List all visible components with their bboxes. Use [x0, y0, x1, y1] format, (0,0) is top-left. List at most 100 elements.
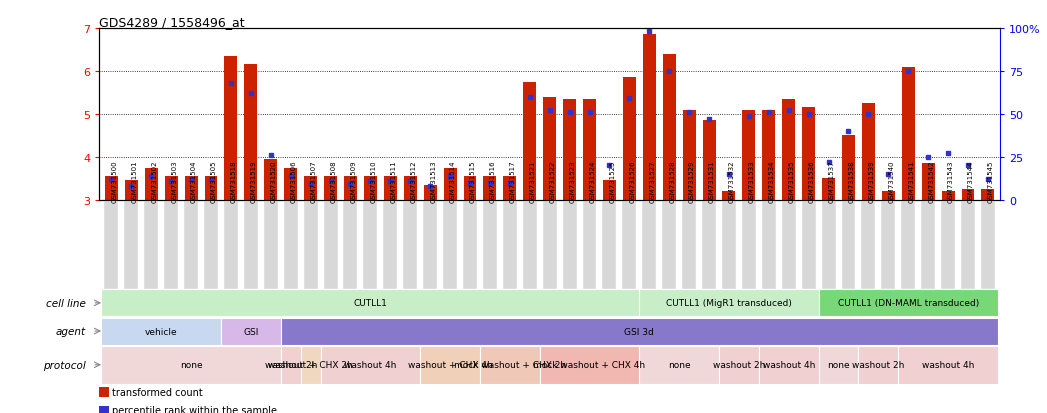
Bar — [244, 200, 258, 289]
Bar — [480, 346, 539, 384]
Bar — [99, 406, 109, 413]
Bar — [125, 200, 138, 289]
Text: GSM731509: GSM731509 — [351, 160, 356, 203]
Text: GSI 3d: GSI 3d — [624, 327, 654, 336]
Text: cell line: cell line — [46, 298, 86, 308]
Bar — [522, 200, 537, 289]
Bar — [383, 200, 397, 289]
Text: GSM731516: GSM731516 — [490, 160, 496, 203]
Text: mock washout + CHX 2h: mock washout + CHX 2h — [453, 361, 565, 369]
Bar — [981, 190, 995, 200]
Bar — [703, 121, 715, 200]
Text: GSM731535: GSM731535 — [788, 161, 795, 203]
Text: GSM731508: GSM731508 — [331, 160, 336, 203]
Bar — [603, 181, 616, 200]
Bar — [504, 177, 516, 200]
Text: GSM731525: GSM731525 — [609, 161, 616, 203]
Bar — [583, 100, 596, 200]
Bar — [722, 192, 735, 200]
Text: washout 2h: washout 2h — [265, 361, 317, 369]
Bar — [224, 200, 238, 289]
Text: transformed count: transformed count — [112, 387, 203, 397]
Bar — [898, 346, 998, 384]
Text: GSM731532: GSM731532 — [729, 161, 735, 203]
Bar — [722, 200, 736, 289]
Text: GSM731521: GSM731521 — [530, 161, 536, 203]
Text: GSM731501: GSM731501 — [131, 160, 137, 203]
Text: CUTLL1 (MigR1 transduced): CUTLL1 (MigR1 transduced) — [666, 299, 792, 308]
Bar — [941, 200, 955, 289]
Bar — [762, 110, 775, 200]
Text: GSM731503: GSM731503 — [171, 160, 177, 203]
Bar — [961, 200, 975, 289]
Bar — [404, 177, 417, 200]
Text: GSM731507: GSM731507 — [311, 160, 316, 203]
Text: CUTLL1: CUTLL1 — [354, 299, 387, 308]
Text: washout 2h: washout 2h — [852, 361, 905, 369]
Bar — [683, 110, 695, 200]
Bar — [542, 200, 557, 289]
Text: GSM731518: GSM731518 — [231, 160, 237, 203]
Bar — [759, 346, 819, 384]
Bar — [640, 346, 719, 384]
Bar — [539, 346, 640, 384]
Bar — [284, 200, 297, 289]
Bar — [819, 346, 859, 384]
Bar — [563, 100, 576, 200]
Bar — [842, 200, 855, 289]
Bar — [662, 200, 676, 289]
Bar — [105, 200, 118, 289]
Bar — [642, 200, 656, 289]
Bar — [683, 200, 696, 289]
Text: GSM731545: GSM731545 — [988, 161, 994, 203]
Text: none: none — [668, 361, 690, 369]
Bar — [244, 65, 258, 200]
Bar — [582, 200, 597, 289]
Bar — [961, 190, 975, 200]
Bar — [420, 346, 480, 384]
Bar — [363, 200, 377, 289]
Text: GSM731543: GSM731543 — [949, 161, 954, 203]
Text: GSM731527: GSM731527 — [649, 161, 655, 203]
Bar — [562, 200, 577, 289]
Bar — [300, 346, 320, 384]
Text: GSM731515: GSM731515 — [470, 161, 476, 203]
Bar — [822, 200, 836, 289]
Bar — [125, 181, 138, 200]
Text: GSM731523: GSM731523 — [570, 161, 576, 203]
Bar — [384, 177, 397, 200]
Bar — [719, 346, 759, 384]
Bar — [762, 200, 776, 289]
Bar — [742, 110, 755, 200]
Text: washout + CHX 2h: washout + CHX 2h — [268, 361, 353, 369]
Bar — [403, 200, 417, 289]
Bar — [423, 200, 438, 289]
Text: CUTLL1 (DN-MAML transduced): CUTLL1 (DN-MAML transduced) — [838, 299, 979, 308]
Text: washout 2h: washout 2h — [713, 361, 765, 369]
Text: GSM731537: GSM731537 — [828, 160, 834, 203]
Bar — [99, 387, 109, 397]
Text: washout 4h: washout 4h — [922, 361, 975, 369]
Bar — [364, 177, 377, 200]
Bar — [921, 164, 935, 200]
Bar — [443, 200, 458, 289]
Bar — [164, 177, 178, 200]
Bar — [819, 290, 998, 317]
Bar — [204, 177, 218, 200]
Bar — [264, 200, 277, 289]
Text: GSM731528: GSM731528 — [669, 161, 675, 203]
Bar — [221, 318, 281, 345]
Text: washout + CHX 4h: washout + CHX 4h — [407, 361, 492, 369]
Bar — [882, 200, 895, 289]
Text: GSM731510: GSM731510 — [371, 160, 376, 203]
Bar — [164, 200, 178, 289]
Text: GSM731542: GSM731542 — [929, 161, 934, 203]
Bar — [224, 57, 238, 200]
Bar — [204, 200, 218, 289]
Bar — [921, 200, 935, 289]
Bar — [941, 192, 955, 200]
Text: GSM731529: GSM731529 — [689, 161, 695, 203]
Bar — [981, 200, 995, 289]
Bar — [483, 200, 497, 289]
Text: GSM731502: GSM731502 — [151, 161, 157, 203]
